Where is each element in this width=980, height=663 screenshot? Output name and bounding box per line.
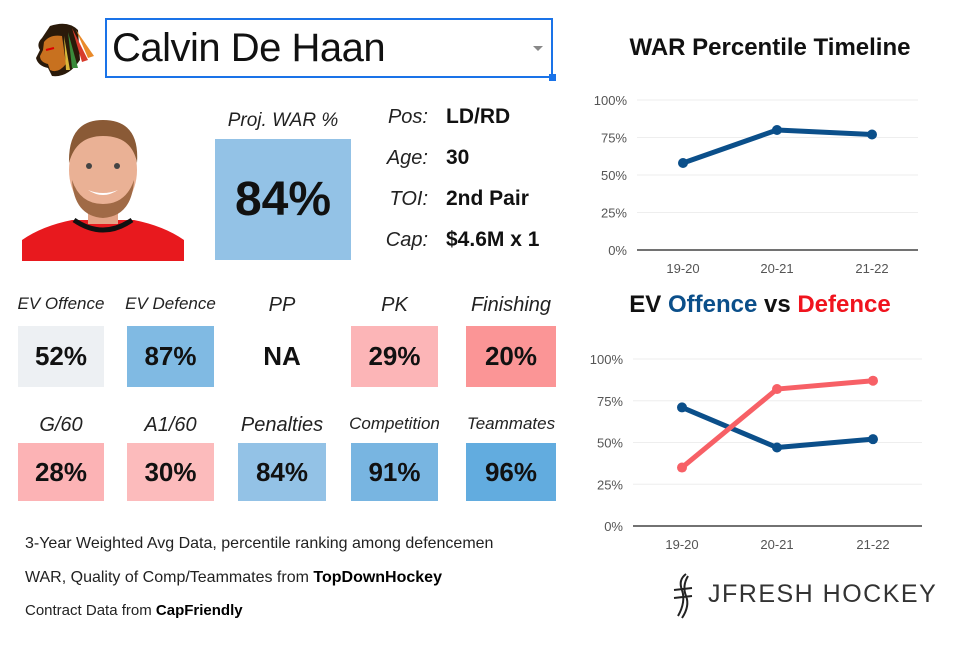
y-tick-label: 75% xyxy=(597,394,623,409)
source-topdownhockey: TopDownHockey xyxy=(313,569,442,586)
player-select-dropdown[interactable]: Calvin De Haan xyxy=(105,18,556,81)
note-war-source: WAR, Quality of Comp/Teammates from TopD… xyxy=(25,569,442,587)
y-tick-label: 0% xyxy=(608,243,627,258)
data-point xyxy=(868,375,878,386)
stat-tile: NA xyxy=(238,326,326,387)
stat-label: Competition xyxy=(349,414,440,433)
data-point xyxy=(772,125,782,135)
war-timeline-chart: 0% 25% 50% 75% 100% 19-20 20-21 21-22 xyxy=(594,93,918,276)
info-key: Pos: xyxy=(387,106,428,128)
title-vs: vs xyxy=(757,291,798,318)
chevron-down-icon[interactable] xyxy=(533,46,543,51)
y-tick-label: 100% xyxy=(594,93,628,108)
note-methodology: 3-Year Weighted Avg Data, percentile ran… xyxy=(25,535,494,552)
info-value: LD/RD xyxy=(446,105,511,128)
title-offence: Offence xyxy=(667,291,758,318)
info-value: 2nd Pair xyxy=(446,187,529,210)
x-tick-label: 20-21 xyxy=(760,261,793,276)
stat-label: A1/60 xyxy=(144,414,197,436)
stat-tile: 20% xyxy=(466,326,556,387)
resize-handle[interactable] xyxy=(549,74,556,81)
stat-tile: 84% xyxy=(238,443,326,501)
stat-tile: 96% xyxy=(466,443,556,501)
stat-tile: 29% xyxy=(351,326,438,387)
stat-label: EV Defence xyxy=(125,294,216,313)
stat-tile: 30% xyxy=(127,443,214,501)
stat-label: EV Offence xyxy=(17,294,105,313)
title-ev: EV xyxy=(629,291,668,318)
y-tick-label: 25% xyxy=(597,477,623,492)
data-point xyxy=(678,158,688,168)
x-tick-label: 19-20 xyxy=(665,537,698,552)
y-tick-label: 100% xyxy=(590,352,624,367)
chart-title-war: WAR Percentile Timeline xyxy=(629,34,911,61)
x-tick-label: 19-20 xyxy=(666,261,699,276)
info-value: 30 xyxy=(446,146,470,169)
title-defence: Defence xyxy=(797,291,891,318)
info-value: $4.6M x 1 xyxy=(446,228,540,251)
data-point xyxy=(867,129,877,140)
brand-logo-icon xyxy=(673,573,693,619)
data-point xyxy=(868,434,878,445)
brand-text: JFRESH HOCKEY xyxy=(708,580,938,608)
y-tick-label: 75% xyxy=(601,131,627,146)
y-tick-label: 50% xyxy=(601,168,627,183)
brand: JFRESH HOCKEY xyxy=(668,570,938,620)
note-contract-prefix: Contract Data from xyxy=(25,602,156,619)
y-tick-label: 50% xyxy=(597,436,623,451)
y-tick-label: 25% xyxy=(601,206,627,221)
stat-label: G/60 xyxy=(39,414,83,436)
ev-offence-defence-chart: 0% 25% 50% 75% 100% 19-20 20-21 21-22 xyxy=(590,352,922,552)
info-key: Cap: xyxy=(385,229,428,251)
player-name: Calvin De Haan xyxy=(112,26,386,70)
stat-label: PK xyxy=(381,294,408,316)
data-point xyxy=(772,442,782,453)
data-point xyxy=(677,402,687,413)
stat-tile: 52% xyxy=(18,326,104,387)
data-point xyxy=(677,462,687,473)
proj-war-label: Proj. WAR % xyxy=(227,110,339,131)
chart-title-ev: EV Offence vs Defence xyxy=(590,291,930,319)
stat-label: Penalties xyxy=(240,414,324,436)
team-logo xyxy=(36,23,94,77)
note-war-prefix: WAR, Quality of Comp/Teammates from xyxy=(25,569,314,586)
stat-label: Teammates xyxy=(466,414,556,433)
x-tick-label: 20-21 xyxy=(760,537,793,552)
source-capfriendly: CapFriendly xyxy=(155,602,243,619)
proj-war-value: 84% xyxy=(215,139,351,260)
x-tick-label: 21-22 xyxy=(855,261,888,276)
stat-tile: 28% xyxy=(18,443,104,501)
stat-label: PP xyxy=(268,294,296,316)
player-photo xyxy=(22,120,184,261)
stat-tile: 87% xyxy=(127,326,214,387)
y-tick-label: 0% xyxy=(604,519,623,534)
note-contract-source: Contract Data from CapFriendly xyxy=(25,602,243,619)
stat-label: Finishing xyxy=(470,294,552,316)
info-key: Age: xyxy=(386,147,428,169)
data-point xyxy=(772,384,782,395)
x-tick-label: 21-22 xyxy=(856,537,889,552)
stat-tile: 91% xyxy=(351,443,438,501)
info-key: TOI: xyxy=(389,188,428,210)
